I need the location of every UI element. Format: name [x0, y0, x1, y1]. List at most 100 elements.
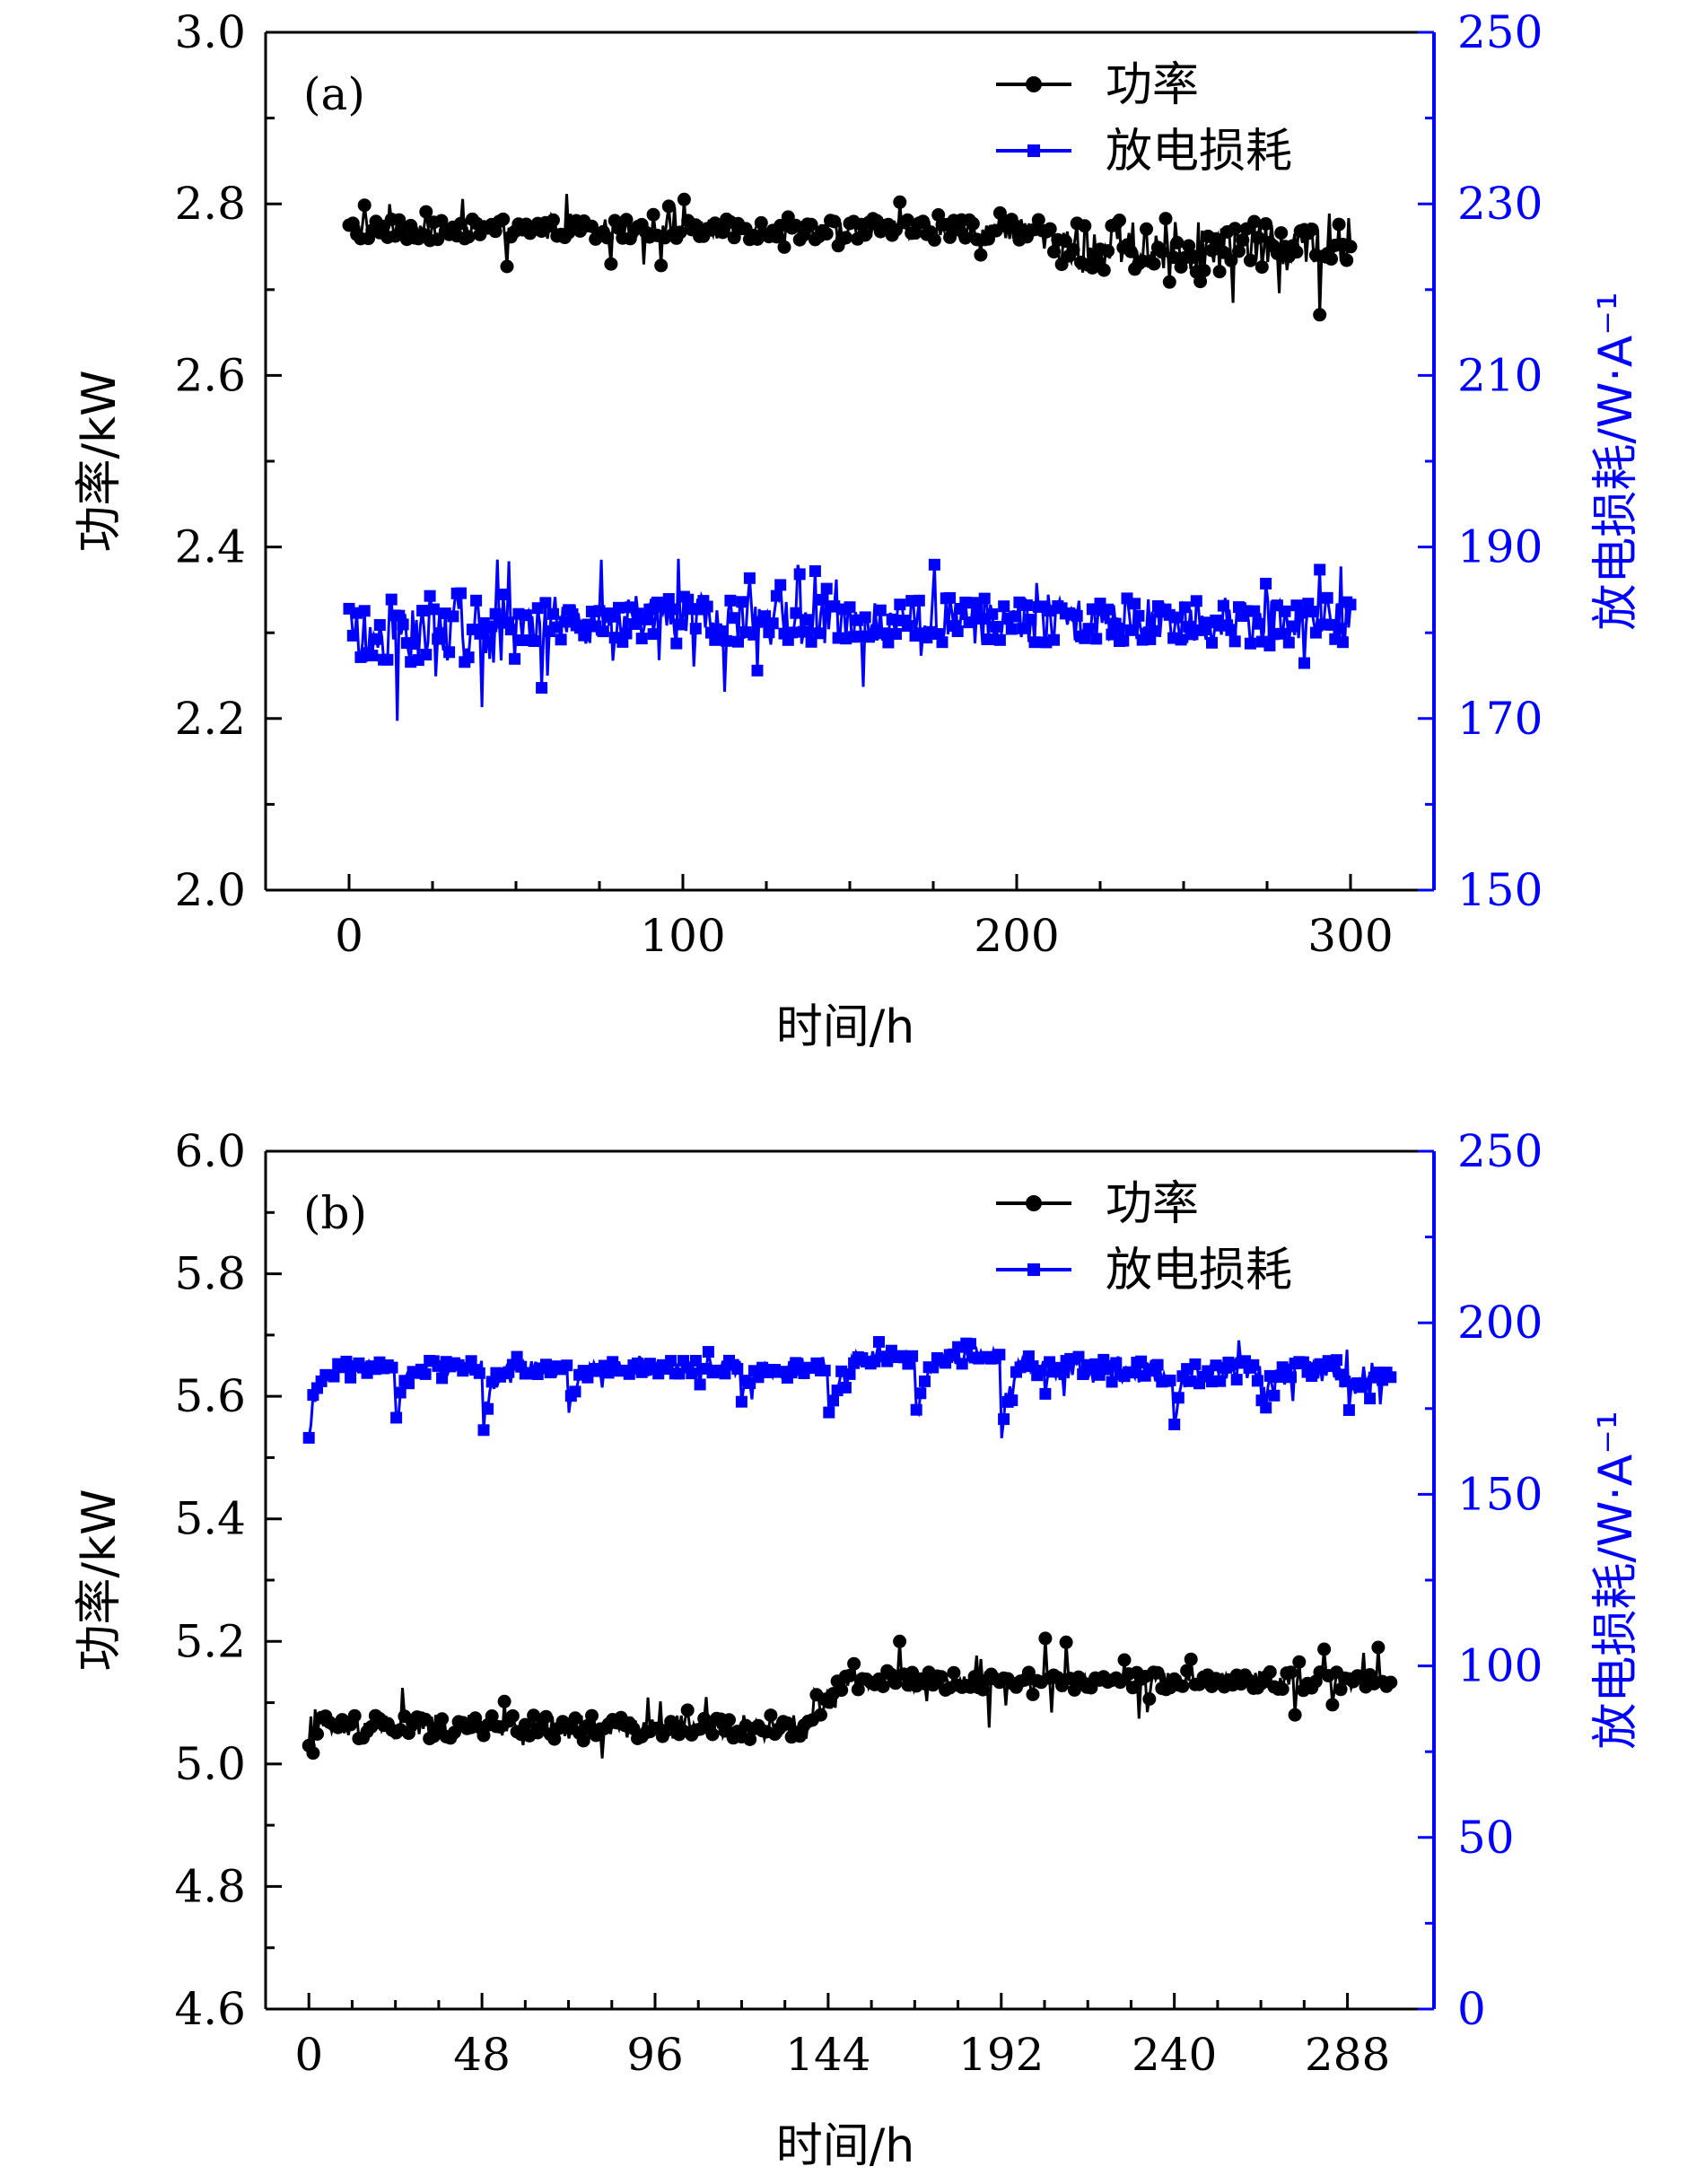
data-point — [1021, 1665, 1036, 1680]
data-point — [1364, 1393, 1377, 1405]
data-point — [890, 628, 902, 640]
data-point — [689, 623, 702, 635]
data-point — [934, 1670, 949, 1684]
data-point — [394, 1386, 407, 1399]
data-point — [1332, 217, 1346, 232]
data-point — [975, 613, 987, 625]
left-y-tick-label: 5.4 — [174, 1493, 246, 1545]
data-point — [505, 1708, 520, 1723]
series-line — [307, 1638, 1392, 1759]
data-point — [1232, 244, 1246, 258]
data-point — [1274, 226, 1289, 240]
data-point — [1225, 624, 1237, 636]
data-point — [963, 616, 975, 629]
right-y-tick-label: 190 — [1457, 521, 1543, 573]
data-point — [347, 1708, 362, 1723]
data-point — [986, 607, 999, 620]
data-point — [1164, 1374, 1176, 1386]
data-point — [847, 1656, 861, 1671]
data-point — [1230, 1374, 1243, 1386]
data-point — [743, 1733, 757, 1746]
data-point — [1344, 598, 1357, 611]
data-point — [993, 633, 1006, 646]
right-y-tick-label: 250 — [1457, 6, 1543, 58]
left-y-axis-title: 功率/kW — [73, 1489, 127, 1671]
data-point — [1314, 563, 1326, 576]
data-point — [497, 589, 510, 600]
data-point — [585, 1708, 599, 1723]
data-point — [893, 195, 907, 209]
data-point — [619, 213, 634, 227]
panel-label: (b) — [303, 1187, 367, 1239]
x-tick-label: 200 — [974, 910, 1059, 962]
data-point — [1189, 1358, 1202, 1370]
data-point — [1228, 635, 1241, 648]
legend-entry: 放电损耗 — [996, 1244, 1292, 1297]
data-point — [404, 218, 418, 232]
data-point — [539, 1709, 553, 1724]
data-point — [1048, 633, 1060, 646]
data-point — [1162, 275, 1176, 289]
data-point — [1214, 1375, 1227, 1387]
data-point — [774, 218, 788, 232]
data-point — [859, 611, 871, 624]
data-point — [1209, 232, 1223, 246]
data-point — [1333, 1682, 1348, 1697]
data-point — [843, 1668, 857, 1682]
data-point — [447, 610, 459, 623]
data-point — [566, 608, 579, 620]
data-point — [661, 199, 676, 214]
data-point — [462, 651, 475, 664]
left-y-tick-label: 2.8 — [174, 178, 246, 230]
data-point — [910, 1403, 922, 1416]
data-point — [1028, 636, 1041, 649]
data-point — [1325, 1698, 1340, 1712]
x-tick-label: 48 — [453, 2029, 511, 2081]
data-point — [792, 1729, 807, 1743]
data-point — [435, 1712, 450, 1726]
data-point — [916, 214, 931, 229]
data-point — [665, 1355, 678, 1367]
data-point — [511, 1350, 523, 1363]
data-point — [827, 1394, 839, 1407]
data-point — [1268, 1389, 1281, 1402]
data-point — [763, 626, 775, 639]
data-point — [390, 1411, 403, 1424]
data-point — [1071, 609, 1083, 622]
data-point — [345, 216, 360, 231]
data-point — [876, 1680, 890, 1693]
data-point — [1317, 1642, 1332, 1656]
data-point — [1097, 263, 1111, 277]
data-point — [473, 1367, 485, 1379]
data-point — [1123, 244, 1138, 258]
data-point — [998, 1413, 1010, 1426]
data-point — [528, 635, 540, 647]
data-point — [1117, 1653, 1132, 1667]
data-point — [547, 607, 559, 620]
data-point — [993, 1349, 1006, 1361]
data-point — [1275, 1682, 1289, 1696]
data-point — [578, 629, 590, 642]
data-point — [489, 607, 502, 620]
data-point — [1168, 1419, 1181, 1430]
data-point — [1313, 308, 1327, 322]
data-point — [1251, 1375, 1263, 1387]
data-point — [879, 627, 891, 640]
data-point — [436, 1372, 449, 1385]
data-point — [1147, 257, 1161, 271]
left-y-tick-label: 2.0 — [174, 864, 246, 916]
left-y-tick-label: 3.0 — [174, 6, 246, 58]
data-point — [370, 633, 382, 645]
data-point — [1279, 605, 1291, 617]
data-point — [345, 1371, 357, 1384]
left-y-tick-label: 2.2 — [174, 693, 246, 745]
data-point — [928, 558, 940, 571]
data-point — [1385, 1371, 1397, 1384]
data-point — [385, 593, 398, 606]
data-point — [893, 1634, 907, 1648]
data-point — [386, 1361, 398, 1374]
data-point — [1298, 657, 1310, 669]
data-point — [736, 596, 748, 608]
data-point — [1058, 234, 1072, 249]
